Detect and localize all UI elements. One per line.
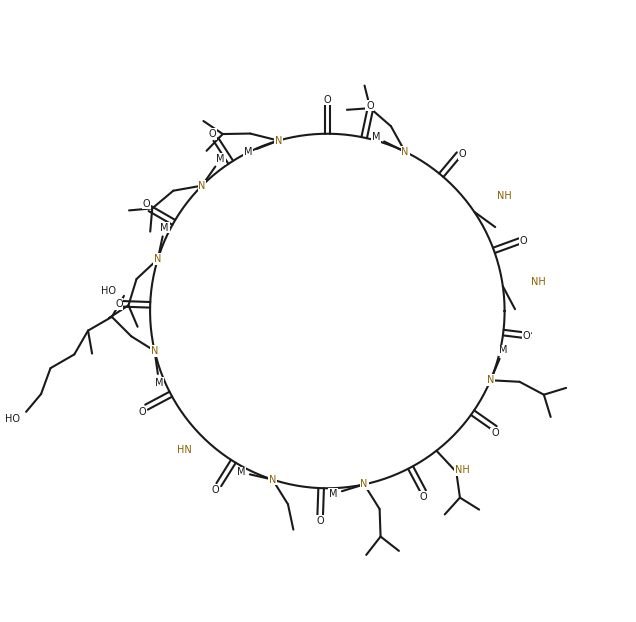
Text: N: N [275, 136, 282, 146]
Text: N: N [154, 254, 162, 264]
Text: O: O [208, 129, 216, 139]
Text: O: O [366, 101, 374, 111]
Text: O: O [523, 331, 530, 341]
Text: O: O [316, 516, 324, 526]
Text: O: O [420, 492, 427, 502]
Text: O: O [139, 407, 146, 417]
Text: N: N [269, 475, 276, 485]
Text: M: M [499, 345, 508, 356]
Text: HO: HO [5, 414, 20, 424]
Text: N: N [361, 480, 368, 490]
Text: M: M [329, 489, 338, 499]
Text: O: O [142, 198, 150, 208]
Text: O: O [459, 149, 467, 159]
Text: NH: NH [455, 465, 469, 475]
Text: O: O [491, 429, 499, 439]
Text: O: O [115, 299, 123, 309]
Text: O: O [211, 485, 219, 494]
Text: N: N [198, 180, 205, 191]
Text: HO: HO [100, 286, 116, 296]
Text: M: M [216, 154, 225, 164]
Text: N: N [487, 375, 494, 385]
Text: HN: HN [177, 445, 191, 455]
Text: O: O [520, 236, 527, 246]
Text: O: O [324, 95, 331, 104]
Text: M: M [155, 378, 163, 388]
Text: M: M [244, 147, 252, 157]
Text: NH: NH [497, 192, 512, 202]
Text: M: M [371, 132, 380, 142]
Text: M: M [160, 223, 169, 233]
Text: N: N [401, 147, 409, 157]
Text: M: M [237, 467, 245, 477]
Text: N: N [151, 346, 158, 356]
Text: NH: NH [531, 277, 546, 287]
